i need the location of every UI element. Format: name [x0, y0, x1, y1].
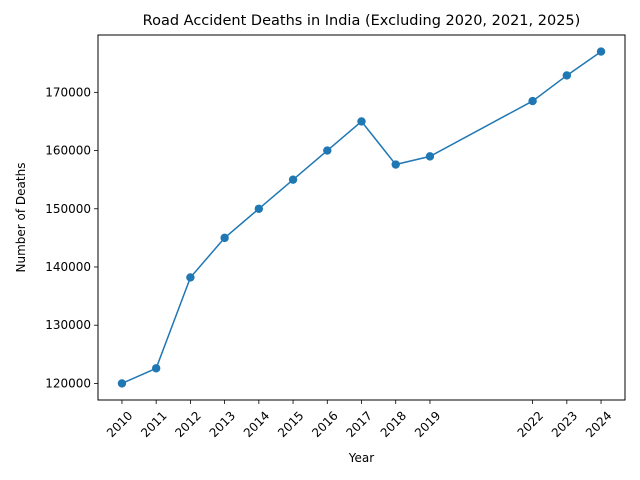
y-tick-label: 150000: [45, 202, 91, 216]
data-point: [425, 152, 435, 161]
data-point: [323, 146, 332, 155]
y-axis-label: Number of Deaths: [14, 163, 28, 273]
x-tick-label: 2019: [412, 409, 443, 440]
x-tick-label: 2022: [515, 409, 546, 440]
x-tick-label: 2018: [378, 409, 409, 440]
data-point: [117, 379, 127, 388]
y-tick-label: 130000: [45, 318, 91, 332]
chart-title: Road Accident Deaths in India (Excluding…: [143, 13, 581, 29]
x-tick-label: 2010: [104, 409, 135, 440]
x-tick-label: 2012: [172, 409, 203, 440]
plot-area: [97, 34, 626, 401]
data-point: [562, 71, 572, 80]
y-tick-label: 170000: [45, 85, 91, 99]
x-axis: 2010 2011 2012 2013 2014 2015 2016 2017 2018 2019…: [104, 400, 615, 440]
data-point: [596, 47, 606, 56]
x-tick-label: 2023: [549, 409, 580, 440]
data-point: [186, 273, 195, 282]
data-point: [391, 160, 400, 169]
y-tick-label: 140000: [45, 260, 91, 274]
x-tick-label: 2013: [207, 409, 238, 440]
y-axis: 120000 130000 140000 150000 160000 170000: [45, 85, 98, 390]
series-markers: [117, 47, 606, 388]
x-tick-label: 2024: [583, 409, 614, 440]
data-point: [357, 117, 366, 126]
data-point: [151, 364, 161, 373]
x-tick-label: 2015: [275, 409, 306, 440]
x-tick-label: 2011: [138, 409, 169, 440]
data-point: [220, 233, 229, 243]
y-tick-label: 160000: [45, 144, 91, 158]
x-tick-label: 2017: [343, 409, 374, 440]
x-axis-label: Year: [348, 451, 374, 465]
y-tick-label: 120000: [45, 376, 91, 390]
x-tick-label: 2014: [241, 409, 272, 440]
data-point: [288, 175, 298, 184]
data-point: [528, 96, 537, 106]
data-point: [254, 204, 264, 213]
x-tick-label: 2016: [309, 409, 340, 440]
